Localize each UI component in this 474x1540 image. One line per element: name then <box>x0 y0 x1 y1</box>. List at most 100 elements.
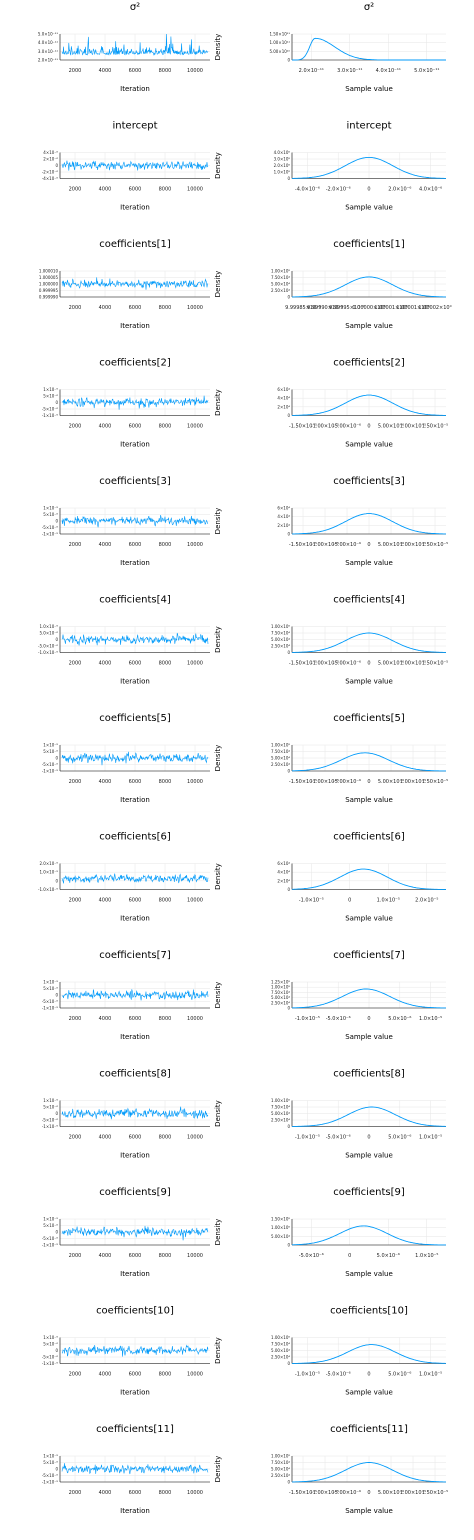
x-tick-label: -1.50×10⁻⁵ <box>289 661 317 667</box>
x-tick-label: 8000 <box>159 1372 172 1378</box>
trace-panel-0: σ² 2000 4000 6000 8000 10000 5.0×10⁻¹¹ 4.0×10⁻¹… <box>38 2 210 93</box>
trace-panel-5: coefficients[4] 2000 4000 6000 8000 10000 1.0×… <box>38 595 210 686</box>
y-tick-label: 0 <box>287 1243 290 1248</box>
y-tick-label: 0 <box>55 637 58 642</box>
x-tick-label: 1.0×10⁻⁵ <box>415 1253 438 1259</box>
density-curve <box>292 394 446 416</box>
x-tick-label: 0 <box>367 187 370 193</box>
panel-title: intercept <box>113 121 158 132</box>
x-axis-label: Sample value <box>345 796 393 804</box>
x-tick-label: 4.0×10⁻¹¹ <box>376 68 401 74</box>
x-tick-label: 8000 <box>159 305 172 311</box>
x-tick-label: 10000 <box>187 68 203 74</box>
x-tick-label: -1.00×10⁻⁵ <box>311 424 339 430</box>
y-tick-label: 5.00×10⁴ <box>271 995 290 1000</box>
panel-title: coefficients[9] <box>99 1187 171 1198</box>
x-tick-label: 6000 <box>129 779 142 785</box>
density-panel-12: coefficients[11] -1.50×10⁻⁵-1.00×10⁻⁵-5.0… <box>214 1424 448 1515</box>
x-tick-label: -1.00×10⁻⁵ <box>311 661 339 667</box>
y-tick-label: 0 <box>287 295 290 300</box>
y-tick-label: 1.0×10⁵ <box>274 170 291 175</box>
y-tick-label: -5×10⁻⁶ <box>42 1473 59 1478</box>
density-panel-1: intercept -4.0×10⁻⁶ -2.0×10⁻⁶ 0 2.0×10⁻⁶ 4.0×… <box>214 121 446 212</box>
y-tick-label: 1.00×10⁵ <box>271 1225 290 1230</box>
x-tick-label: 2.0×10⁻⁶ <box>388 187 411 193</box>
x-tick-label: 6000 <box>129 1372 142 1378</box>
x-tick-label: -1.0×10⁻⁵ <box>295 1135 320 1141</box>
x-tick-label: 1.50×10⁻⁵ <box>422 661 448 667</box>
x-tick-label: 0 <box>367 1372 370 1378</box>
x-tick-label: 5.0×10⁻⁶ <box>388 1372 411 1378</box>
density-panel-3: coefficients[2] -1.50×10⁻⁵-1.00×10⁻⁵-5.00… <box>214 358 448 449</box>
trace-series <box>61 873 209 884</box>
x-axis-label: Iteration <box>120 322 150 330</box>
y-tick-label: 0 <box>287 58 290 63</box>
panel-title: coefficients[5] <box>333 713 405 724</box>
y-tick-label: 2.0×10⁵ <box>274 163 291 168</box>
x-tick-label: 1.0×10⁻⁵ <box>419 1372 442 1378</box>
y-tick-label: 0 <box>287 1361 290 1366</box>
x-tick-label: 8000 <box>159 898 172 904</box>
y-tick-label: 0 <box>55 993 58 998</box>
trace-series <box>61 395 209 410</box>
y-tick-label: 1.00×10⁵ <box>271 1335 290 1340</box>
y-tick-label: 4×10⁴ <box>277 396 290 401</box>
x-tick-label: 2000 <box>69 542 82 548</box>
x-tick-label: 10000 <box>187 1253 203 1259</box>
panel-title: coefficients[3] <box>333 476 405 487</box>
x-tick-label: 2000 <box>69 1016 82 1022</box>
y-tick-label: 2×10⁴ <box>277 878 290 883</box>
x-tick-label: 6000 <box>129 1490 142 1496</box>
y-tick-label: 6×10⁴ <box>277 861 290 866</box>
x-tick-label: 2000 <box>69 1372 82 1378</box>
y-tick-label: 2×10⁴ <box>277 404 290 409</box>
x-tick-label: 2.0×10⁻¹¹ <box>299 68 324 74</box>
y-tick-label: 0 <box>55 400 58 405</box>
y-tick-label: 2.50×10⁴ <box>271 1473 290 1478</box>
x-tick-label: 1.00001×10⁰ <box>396 305 429 311</box>
y-tick-label: -5×10⁻⁶ <box>42 1236 59 1241</box>
x-tick-label: 6000 <box>129 661 142 667</box>
x-tick-label: 1.0×10⁻⁵ <box>419 1016 442 1022</box>
x-tick-label: 1.50×10⁻⁵ <box>422 424 448 430</box>
y-tick-label: -1×10⁻⁵ <box>42 769 59 774</box>
y-tick-label: -5×10⁻⁶ <box>42 999 59 1004</box>
y-tick-label: 0 <box>55 756 58 761</box>
x-tick-label: 4000 <box>99 68 112 74</box>
x-tick-label: 5.0×10⁻⁶ <box>388 1135 411 1141</box>
y-tick-label: 5×10⁻⁶ <box>43 749 58 754</box>
panel-title: coefficients[7] <box>333 950 405 961</box>
y-tick-label: 7.50×10⁴ <box>271 749 290 754</box>
x-axis-label: Sample value <box>345 322 393 330</box>
panel-title: coefficients[7] <box>99 950 171 961</box>
y-tick-label: -5×10⁻⁶ <box>42 407 59 412</box>
y-tick-label: 7.50×10⁴ <box>271 1460 290 1465</box>
y-tick-label: 0.999990 <box>39 295 59 300</box>
x-tick-label: 0 <box>367 1135 370 1141</box>
y-axis-label: Density <box>214 1219 222 1246</box>
y-axis-label: Density <box>214 34 222 61</box>
x-tick-label: -4.0×10⁻⁶ <box>295 187 320 193</box>
density-curve <box>292 513 446 535</box>
x-tick-label: -5.00×10⁻⁶ <box>333 661 361 667</box>
density-curve <box>292 1344 447 1364</box>
y-tick-label: 0 <box>287 532 290 537</box>
x-tick-label: 0 <box>367 1490 370 1496</box>
panel-title: coefficients[11] <box>330 1424 408 1435</box>
x-tick-label: -1.50×10⁻⁵ <box>289 542 317 548</box>
y-tick-label: 4×10⁴ <box>277 870 290 875</box>
x-tick-label: 10000 <box>187 779 203 785</box>
trace-series <box>61 33 209 56</box>
panel-title: coefficients[3] <box>99 476 171 487</box>
trace-series <box>61 1463 209 1475</box>
panel-title: coefficients[1] <box>333 239 405 250</box>
y-tick-label: 1.00×10⁵ <box>271 1098 290 1103</box>
panel-title: coefficients[2] <box>99 358 171 369</box>
trace-series <box>61 1344 209 1357</box>
y-tick-label: 2×10⁻⁶ <box>43 157 58 162</box>
trace-series <box>61 160 209 171</box>
x-tick-label: 5.00×10⁻⁶ <box>378 661 404 667</box>
x-tick-label: 8000 <box>159 661 172 667</box>
x-tick-label: 1.00001×10⁰ <box>374 305 407 311</box>
x-tick-label: -5.0×10⁻⁶ <box>326 1372 351 1378</box>
